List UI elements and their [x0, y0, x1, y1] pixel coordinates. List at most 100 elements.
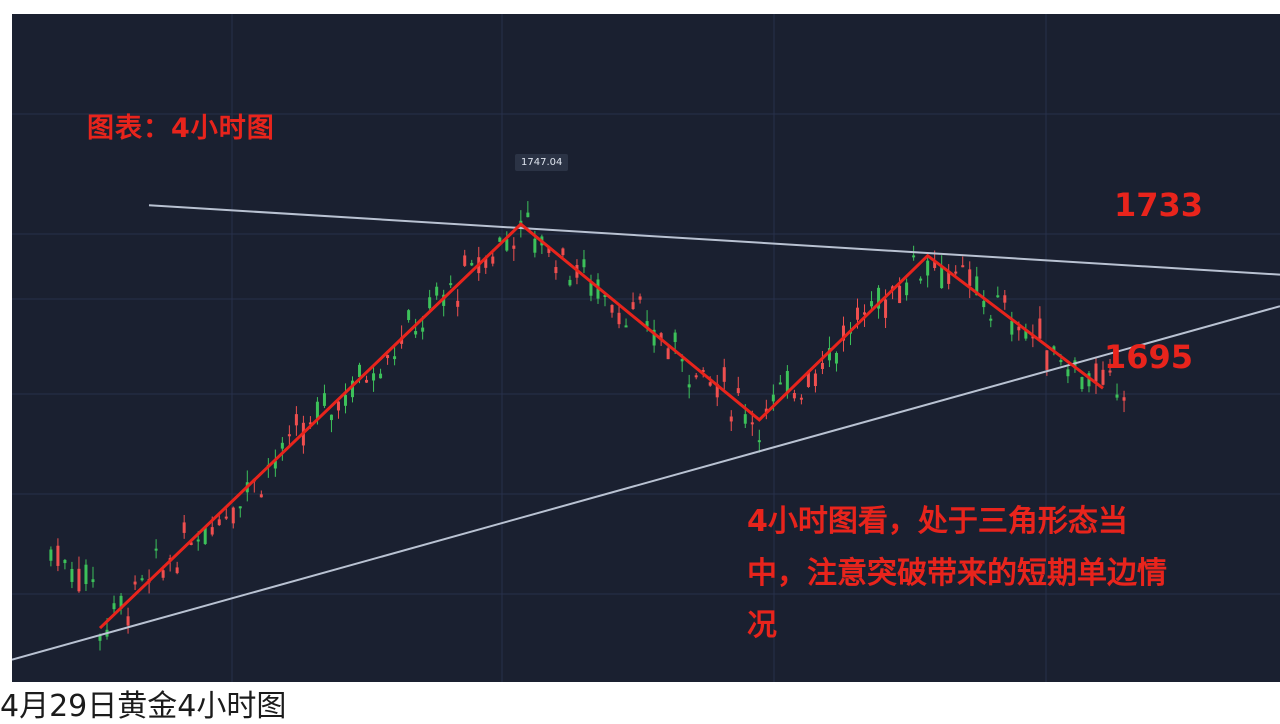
- candle-down: [568, 279, 572, 286]
- candle-up: [1003, 295, 1007, 303]
- candle-up: [820, 362, 824, 369]
- candle-down: [989, 318, 993, 321]
- candle-down: [1024, 329, 1028, 339]
- candle-up: [561, 248, 565, 256]
- candle-down: [940, 265, 944, 289]
- candle-down: [834, 352, 838, 364]
- candle-up: [722, 367, 726, 382]
- candle-up: [856, 307, 860, 320]
- candle-up: [1101, 369, 1105, 385]
- grid-lines: [12, 14, 1280, 682]
- candle-down: [435, 286, 439, 296]
- support-line: [12, 305, 1280, 661]
- candle-down: [449, 283, 453, 286]
- candle-down: [687, 384, 691, 388]
- candle-down: [996, 295, 1000, 298]
- candle-down: [1066, 369, 1070, 377]
- candle-down: [70, 568, 74, 582]
- figure-caption: 4月29日黄金4小时图: [0, 689, 287, 724]
- candle-down: [652, 329, 656, 346]
- candle-down: [1087, 373, 1091, 387]
- candle-up: [217, 519, 221, 526]
- candle-down: [905, 282, 909, 296]
- candle-up: [701, 370, 705, 373]
- candle-up: [841, 325, 845, 341]
- candle-up: [126, 616, 130, 626]
- candle-up: [463, 255, 467, 266]
- candle-down: [645, 321, 649, 327]
- candle-down: [673, 332, 677, 343]
- candle-up: [659, 333, 663, 341]
- candle-up: [386, 354, 390, 359]
- candle-up: [708, 382, 712, 386]
- candle-down: [414, 331, 418, 335]
- resistance-line: [148, 204, 1280, 276]
- analysis-annotation: 4小时图看，处于三角形态当中，注意突破带来的短期单边情况: [747, 504, 1167, 643]
- candle-down: [154, 548, 158, 551]
- resistance-price-label: 1733: [1114, 186, 1204, 224]
- candle-up: [617, 312, 621, 325]
- candle-down: [624, 325, 628, 328]
- candle-up: [736, 388, 740, 394]
- candle-down: [827, 348, 831, 361]
- candle-up: [799, 397, 803, 400]
- candle-up: [308, 422, 312, 425]
- candle-up: [365, 379, 369, 383]
- candle-up: [161, 570, 165, 578]
- candle-up: [666, 348, 670, 360]
- candle-down: [238, 506, 242, 509]
- candle-down: [428, 297, 432, 309]
- candle-down: [778, 382, 782, 385]
- candle-down: [393, 356, 397, 360]
- candle-down: [603, 294, 607, 298]
- candle-up: [884, 299, 888, 318]
- candlesticks: [49, 201, 1126, 651]
- candle-up: [189, 542, 193, 545]
- candle-up: [1108, 370, 1112, 373]
- candle-down: [442, 294, 446, 306]
- candle-down: [407, 310, 411, 321]
- candle-up: [182, 522, 186, 533]
- candle-down: [379, 373, 383, 379]
- candle-down: [84, 564, 88, 585]
- candle-down: [112, 603, 116, 610]
- candle-up: [210, 527, 214, 535]
- candle-up: [1045, 350, 1049, 370]
- candle-up: [898, 285, 902, 304]
- candle-down: [785, 370, 789, 394]
- candle-up: [863, 312, 867, 315]
- candle-down: [343, 394, 347, 406]
- candle-up: [1094, 363, 1098, 382]
- candle-up: [947, 272, 951, 284]
- chart-panel: 图表：4小时图 1747.04 1733 1695 4小时图看，处于三角形态当中…: [12, 14, 1280, 682]
- candle-up: [954, 271, 958, 274]
- candle-down: [1115, 394, 1119, 398]
- candle-down: [119, 595, 123, 609]
- candle-down: [498, 237, 502, 242]
- candle-up: [729, 416, 733, 422]
- candle-up: [631, 302, 635, 310]
- candle-up: [813, 373, 817, 387]
- candle-up: [610, 305, 614, 313]
- candle-down: [1059, 360, 1063, 363]
- candle-up: [1038, 318, 1042, 339]
- candle-down: [877, 287, 881, 309]
- candle-down: [975, 276, 979, 296]
- candle-up: [512, 245, 516, 249]
- candle-up: [792, 392, 796, 399]
- candle-up: [224, 516, 228, 519]
- candle-up: [715, 383, 719, 398]
- candle-down: [98, 635, 102, 641]
- candle-down: [140, 578, 144, 581]
- candle-up: [933, 261, 937, 268]
- candle-down: [351, 380, 355, 398]
- candle-up: [491, 256, 495, 264]
- gold-4h-chart: [12, 14, 1280, 682]
- candle-down: [582, 259, 586, 268]
- candle-up: [1017, 326, 1021, 331]
- zigzag-trend-line: [98, 222, 1104, 630]
- candle-down: [203, 527, 207, 544]
- candle-down: [421, 327, 425, 332]
- candle-up: [764, 408, 768, 413]
- candle-down: [526, 212, 530, 218]
